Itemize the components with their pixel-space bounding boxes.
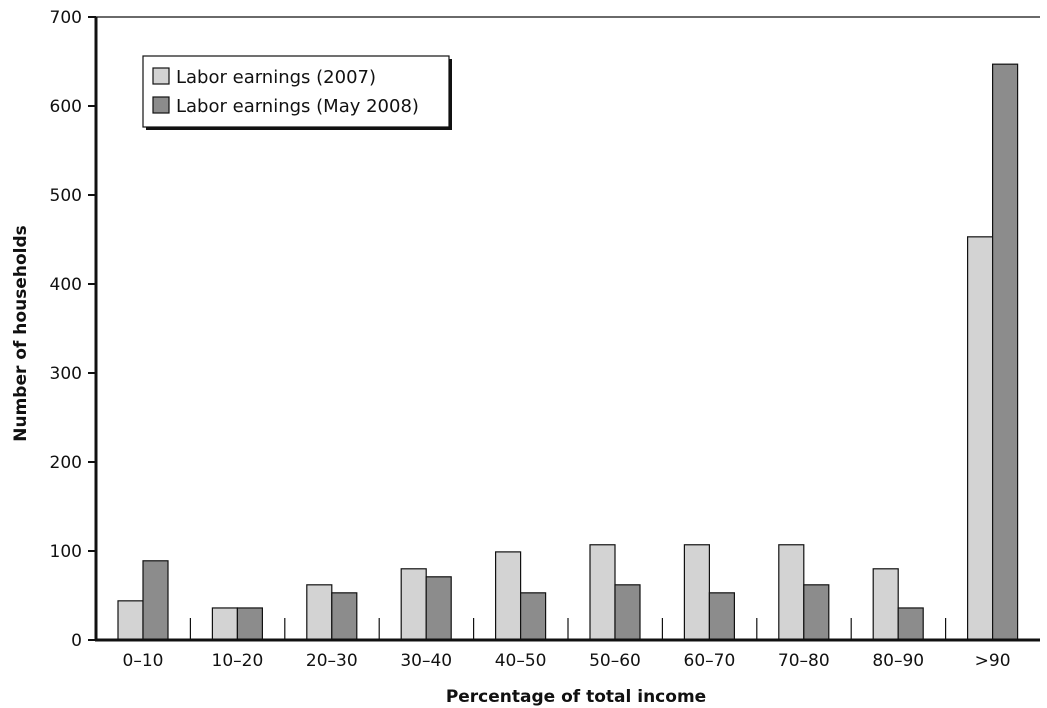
y-ticks-group: 0 100 200 300 400 500 600 700 (50, 8, 96, 651)
x-tick-label: 50–60 (589, 651, 641, 671)
bar-series-1 (872, 568, 899, 641)
bar-series-2 (236, 607, 263, 641)
bar-series-1 (306, 584, 333, 641)
x-tick-label: 70–80 (778, 651, 830, 671)
bars-group (117, 63, 1019, 641)
bar-series-1 (778, 544, 805, 641)
x-tick-label: 40–50 (495, 651, 547, 671)
x-axis-title: Percentage of total income (446, 687, 706, 707)
x-tick-label: 0–10 (123, 651, 164, 671)
bar-series-2 (991, 63, 1019, 641)
legend-entry-label: Labor earnings (2007) (176, 67, 376, 88)
x-tick-label: 30–40 (400, 651, 452, 671)
x-ticks-group: 0–10 10–20 20–30 30–40 40–50 50–60 60–70 70–80 8… (123, 618, 1011, 671)
y-tick-label: 200 (50, 453, 82, 473)
y-tick-label: 0 (71, 631, 82, 651)
y-tick-label: 300 (50, 364, 82, 384)
y-tick-label: 500 (50, 186, 82, 206)
legend-swatch (152, 67, 170, 85)
x-tick-label: >90 (975, 651, 1011, 671)
y-axis-title: Number of households (11, 225, 31, 441)
bar-series-2 (425, 576, 452, 641)
bar-series-1 (400, 568, 427, 641)
bar-series-1 (495, 551, 522, 641)
legend-entry-label: Labor earnings (May 2008) (176, 96, 419, 117)
bar-series-2 (897, 607, 924, 641)
bar-series-2 (142, 560, 169, 641)
bar-series-1 (211, 607, 238, 641)
y-tick-label: 700 (50, 8, 82, 28)
y-tick-label: 100 (50, 542, 82, 562)
x-tick-label: 20–30 (306, 651, 358, 671)
bar-series-2 (708, 592, 736, 641)
bar-series-1 (117, 600, 144, 641)
bar-series-2 (519, 592, 547, 641)
bar-series-2 (803, 584, 830, 641)
bar-series-1 (966, 236, 994, 641)
bar-series-1 (589, 544, 616, 641)
bar-series-2 (331, 592, 358, 641)
x-tick-label: 10–20 (212, 651, 264, 671)
x-tick-label: 60–70 (684, 651, 736, 671)
y-tick-label: 400 (50, 275, 82, 295)
x-tick-label: 80–90 (872, 651, 924, 671)
bar-series-2 (614, 584, 641, 641)
legend-box (142, 55, 450, 128)
y-tick-label: 600 (50, 97, 82, 117)
bar-series-1 (683, 544, 711, 641)
legend: Labor earnings (2007) Labor earnings (May… (142, 55, 452, 130)
legend-swatch (152, 96, 170, 114)
